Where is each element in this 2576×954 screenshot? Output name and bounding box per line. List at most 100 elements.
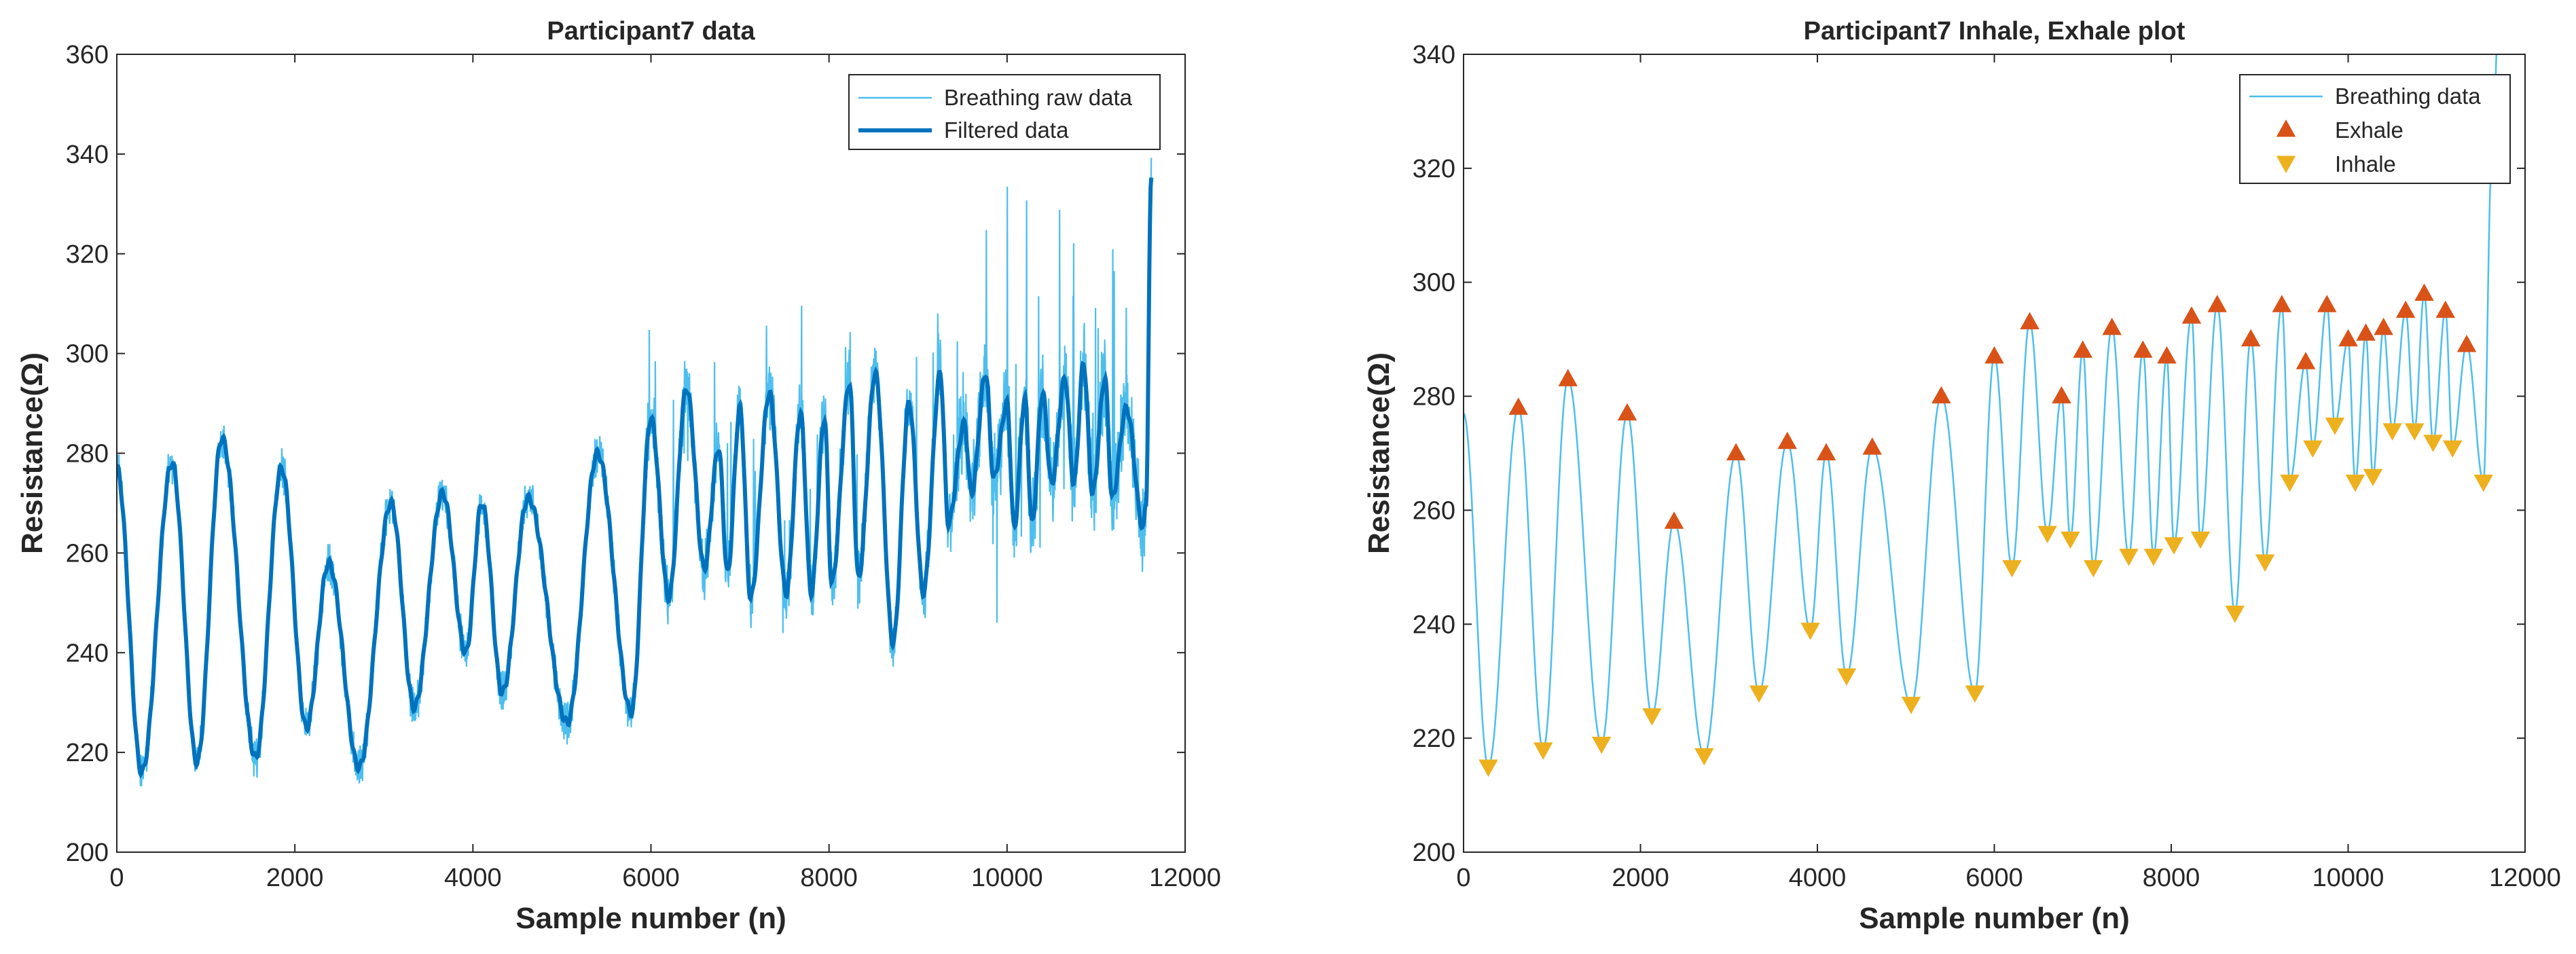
exhale-marker	[2338, 329, 2358, 347]
exhale-marker	[2102, 317, 2122, 335]
inhale-marker	[2473, 474, 2494, 492]
legend-box	[848, 74, 1161, 150]
y-tick-label: 200	[1413, 839, 1455, 867]
y-tick-label: 220	[1413, 724, 1455, 753]
inhale-marker	[2345, 474, 2365, 492]
inhale-marker	[2225, 606, 2245, 623]
x-tick-label: 8000	[800, 864, 858, 892]
x-tick-label: 10000	[971, 864, 1043, 892]
exhale-marker	[2073, 340, 2092, 358]
inhale-marker	[1479, 759, 1498, 777]
inhale-marker	[1836, 668, 1857, 686]
y-tick-label: 280	[1413, 383, 1455, 411]
exhale-marker	[2207, 295, 2227, 312]
axes-box	[1463, 54, 2526, 853]
y-tick-label: 300	[66, 340, 109, 369]
inhale-marker	[2325, 418, 2345, 435]
legend-label-filtered: Filtered data	[944, 117, 1069, 143]
chart-title: Participant7 data	[547, 17, 755, 45]
inhale-marker	[1642, 708, 1662, 726]
inhale-marker	[2002, 559, 2022, 578]
chart-participant7-inhale-exhale: 0 2000 4000 6000 8000 10000 12000 200 220 240 260 2…	[1362, 17, 2561, 935]
inhale-marker	[2382, 423, 2402, 441]
inhale-marker	[1749, 685, 1769, 703]
chart-title: Participant7 Inhale, Exhale plot	[1804, 17, 2185, 45]
exhale-marker	[2241, 329, 2261, 347]
inhale-marker	[2084, 559, 2103, 578]
y-tick-label: 340	[1413, 41, 1455, 69]
exhale-marker	[1984, 346, 2004, 364]
x-axis-label: Sample number (n)	[515, 902, 786, 935]
inhale-marker	[2190, 531, 2211, 549]
x-tick-label: 6000	[622, 864, 680, 892]
exhale-marker	[2395, 300, 2416, 318]
exhale-marker	[1558, 369, 1578, 386]
exhale-marker	[2374, 317, 2393, 335]
x-tick-label: 12000	[2489, 864, 2561, 892]
axes-box	[116, 54, 1186, 853]
inhale-marker	[2119, 549, 2139, 566]
exhale-marker	[1664, 511, 1684, 529]
exhale-marker	[2133, 340, 2153, 358]
exhale-marker	[2456, 335, 2477, 352]
inhale-marker	[1533, 742, 1553, 760]
exhale-marker	[1931, 386, 1951, 404]
y-tick-label: 320	[1413, 155, 1455, 183]
exhale-marker	[2435, 300, 2456, 318]
exhale-marker	[2414, 283, 2434, 301]
exhale-marker	[1726, 443, 1746, 460]
legend: Breathing raw data Filtered data	[848, 74, 1161, 150]
y-axis-label: Resistance(Ω)	[16, 352, 49, 554]
inhale-marker	[2363, 469, 2383, 487]
inhale-marker	[2143, 549, 2164, 566]
y-tick-label: 220	[66, 739, 109, 767]
x-tick-label: 0	[109, 864, 124, 892]
inhale-marker	[2442, 440, 2463, 458]
y-tick-label: 300	[1413, 269, 1455, 297]
exhale-marker	[2296, 352, 2316, 369]
inhale-marker	[1965, 685, 1985, 703]
y-tick-label: 240	[66, 639, 109, 667]
inhale-marker	[2255, 554, 2275, 572]
inhale-marker	[2037, 526, 2057, 543]
legend-label-inhale: Inhale	[2335, 151, 2396, 177]
x-tick-label: 6000	[1965, 864, 2023, 892]
x-axis-label: Sample number (n)	[1859, 902, 2130, 935]
exhale-marker	[1777, 431, 1797, 450]
legend-label-breathing: Breathing data	[2335, 84, 2481, 109]
exhale-marker	[2317, 295, 2337, 312]
x-tick-label: 4000	[444, 864, 502, 892]
x-tick-label: 0	[1456, 864, 1470, 892]
filtered-data-line	[117, 177, 1154, 779]
y-tick-label: 340	[66, 141, 109, 169]
legend-swatch-inhale	[2276, 155, 2296, 173]
exhale-marker	[2052, 386, 2071, 404]
x-tick-label: 4000	[1789, 864, 1847, 892]
y-tick-label: 280	[66, 440, 109, 469]
x-tick-label: 8000	[2143, 864, 2200, 892]
legend-swatch-exhale	[2276, 120, 2296, 137]
y-tick-label: 200	[66, 839, 109, 867]
exhale-marker	[2157, 346, 2177, 364]
x-tick-label: 12000	[1149, 864, 1221, 892]
y-tick-label: 320	[66, 240, 109, 269]
legend-label-raw: Breathing raw data	[944, 85, 1133, 110]
inhale-marker	[2303, 440, 2323, 458]
inhale-marker	[2061, 531, 2080, 549]
exhale-marker	[2020, 312, 2039, 329]
inhale-markers	[1479, 418, 2494, 777]
plot-area	[117, 54, 1185, 852]
exhale-markers	[1508, 283, 2477, 529]
inhale-marker	[2404, 423, 2425, 441]
chart-participant7-data: 0 2000 4000 6000 8000 10000 12000 200 220 240 260 2…	[16, 17, 1221, 935]
y-tick-label: 260	[66, 539, 109, 568]
exhale-marker	[1617, 403, 1637, 421]
exhale-marker	[1862, 437, 1883, 455]
y-tick-label: 240	[1413, 610, 1455, 639]
exhale-marker	[2181, 306, 2202, 324]
x-tick-label: 2000	[1612, 864, 1669, 892]
inhale-marker	[1800, 623, 1820, 640]
legend: Breathing data Exhale Inhale	[2239, 74, 2511, 184]
inhale-marker	[1694, 748, 1714, 766]
